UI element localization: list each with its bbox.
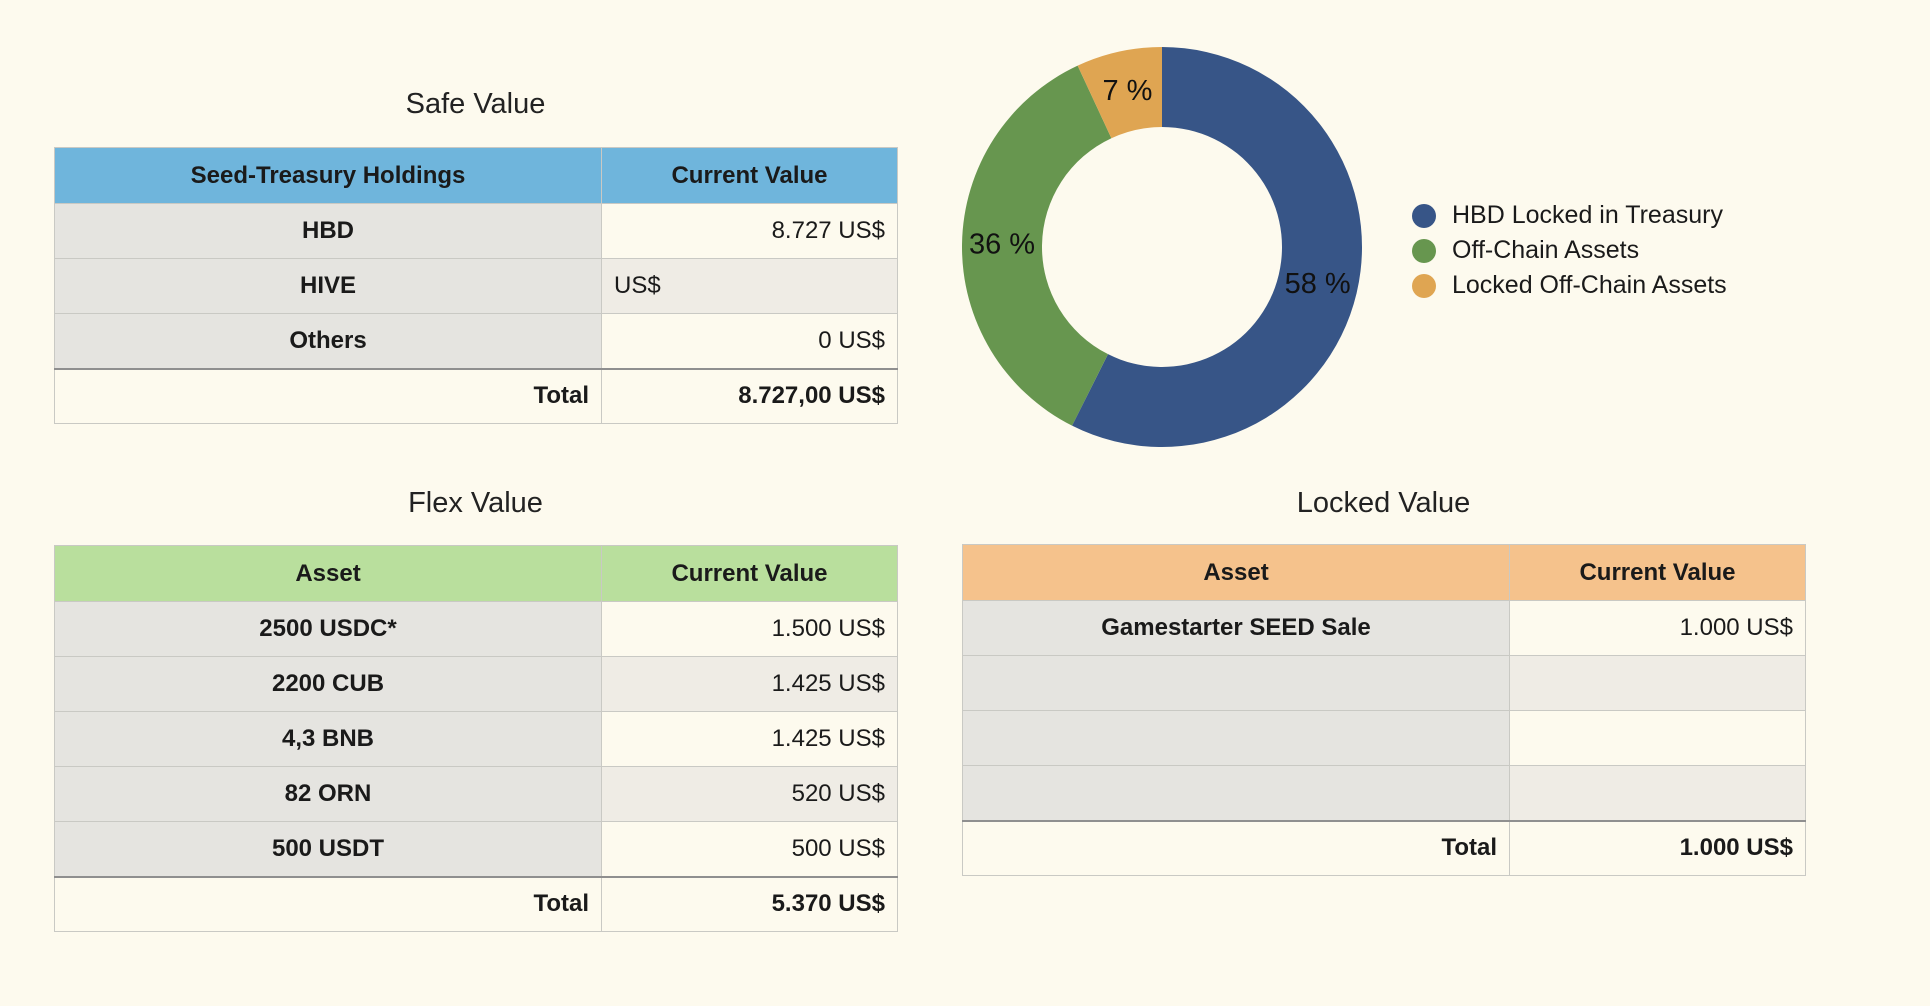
column-header[interactable]: Asset bbox=[54, 545, 602, 602]
table-row: 2500 USDC* 1.500 US$ bbox=[54, 601, 898, 657]
safe-value-table: Seed-Treasury Holdings Current Value HBD… bbox=[54, 147, 898, 424]
legend-swatch-icon bbox=[1412, 203, 1436, 228]
value-cell[interactable] bbox=[1509, 710, 1806, 766]
total-label[interactable]: Total bbox=[54, 367, 602, 424]
slice-off-chain[interactable] bbox=[961, 65, 1112, 426]
total-label[interactable]: Total bbox=[54, 875, 602, 932]
table-row: 500 USDT 500 US$ bbox=[54, 821, 898, 877]
total-label[interactable]: Total bbox=[962, 819, 1510, 876]
locked-value-table-wrap: Asset Current Value Gamestarter SEED Sal… bbox=[962, 544, 1806, 876]
flex-value-title: Flex Value bbox=[408, 487, 543, 519]
asset-cell[interactable] bbox=[962, 655, 1510, 711]
asset-cell[interactable] bbox=[962, 765, 1510, 821]
value-cell[interactable]: US$ bbox=[601, 258, 898, 314]
legend-label: Off-Chain Assets bbox=[1452, 236, 1640, 264]
value-cell[interactable]: 1.425 US$ bbox=[601, 656, 898, 712]
table-header-row: Seed-Treasury Holdings Current Value bbox=[54, 147, 898, 204]
legend-swatch-icon bbox=[1412, 273, 1436, 298]
table-row: 4,3 BNB 1.425 US$ bbox=[54, 711, 898, 767]
value-cell[interactable] bbox=[1509, 765, 1806, 821]
value-cell[interactable]: 520 US$ bbox=[601, 766, 898, 822]
total-value[interactable]: 8.727,00 US$ bbox=[601, 367, 898, 424]
safe-value-table-wrap: Seed-Treasury Holdings Current Value HBD… bbox=[54, 147, 898, 424]
asset-cell[interactable]: 4,3 BNB bbox=[54, 711, 602, 767]
table-row: Gamestarter SEED Sale 1.000 US$ bbox=[962, 600, 1806, 656]
total-row: Total 1.000 US$ bbox=[962, 819, 1806, 876]
total-value[interactable]: 1.000 US$ bbox=[1509, 819, 1806, 876]
asset-cell[interactable]: Gamestarter SEED Sale bbox=[962, 600, 1510, 656]
value-cell[interactable]: 1.500 US$ bbox=[601, 601, 898, 657]
value-cell[interactable]: 0 US$ bbox=[601, 313, 898, 369]
total-row: Total 8.727,00 US$ bbox=[54, 367, 898, 424]
total-row: Total 5.370 US$ bbox=[54, 875, 898, 932]
column-header[interactable]: Current Value bbox=[601, 545, 898, 602]
value-cell[interactable]: 1.425 US$ bbox=[601, 711, 898, 767]
donut-chart: 58 % 36 % 7 % bbox=[961, 47, 1362, 447]
asset-cell[interactable]: 2200 CUB bbox=[54, 656, 602, 712]
table-row bbox=[962, 710, 1806, 766]
asset-cell[interactable]: 82 ORN bbox=[54, 766, 602, 822]
asset-cell[interactable]: 2500 USDC* bbox=[54, 601, 602, 657]
legend-label: Locked Off-Chain Assets bbox=[1452, 271, 1727, 299]
table-header-row: Asset Current Value bbox=[962, 544, 1806, 601]
table-row: HBD 8.727 US$ bbox=[54, 203, 898, 259]
flex-value-table: Asset Current Value 2500 USDC* 1.500 US$… bbox=[54, 545, 898, 932]
table-row: HIVE US$ bbox=[54, 258, 898, 314]
slice-locked-off-chain[interactable] bbox=[1077, 47, 1162, 139]
flex-value-table-wrap: Asset Current Value 2500 USDC* 1.500 US$… bbox=[54, 545, 898, 932]
value-cell[interactable]: 1.000 US$ bbox=[1509, 600, 1806, 656]
legend-label: HBD Locked in Treasury bbox=[1452, 201, 1723, 229]
legend-item[interactable]: Locked Off-Chain Assets bbox=[1412, 268, 1727, 303]
table-row bbox=[962, 655, 1806, 711]
asset-cell[interactable]: HBD bbox=[54, 203, 602, 259]
asset-cell[interactable]: 500 USDT bbox=[54, 821, 602, 877]
table-row bbox=[962, 765, 1806, 821]
asset-cell[interactable]: HIVE bbox=[54, 258, 602, 314]
label-off-chain: 36 % bbox=[969, 229, 1035, 261]
table-row: 2200 CUB 1.425 US$ bbox=[54, 656, 898, 712]
table-header-row: Asset Current Value bbox=[54, 545, 898, 602]
column-header[interactable]: Seed-Treasury Holdings bbox=[54, 147, 602, 204]
asset-cell[interactable]: Others bbox=[54, 313, 602, 369]
locked-value-table: Asset Current Value Gamestarter SEED Sal… bbox=[962, 544, 1806, 876]
label-hbd-locked: 58 % bbox=[1285, 268, 1351, 300]
locked-value-title: Locked Value bbox=[1296, 487, 1471, 519]
chart-legend: HBD Locked in Treasury Off-Chain Assets … bbox=[1412, 198, 1727, 303]
column-header[interactable]: Asset bbox=[962, 544, 1510, 601]
column-header[interactable]: Current Value bbox=[601, 147, 898, 204]
value-cell[interactable] bbox=[1509, 655, 1806, 711]
legend-item[interactable]: Off-Chain Assets bbox=[1412, 233, 1727, 268]
label-locked-off-chain: 7 % bbox=[1102, 75, 1152, 107]
value-cell[interactable]: 500 US$ bbox=[601, 821, 898, 877]
legend-swatch-icon bbox=[1412, 238, 1436, 263]
legend-item[interactable]: HBD Locked in Treasury bbox=[1412, 198, 1727, 233]
slice-hbd-locked[interactable] bbox=[1072, 47, 1362, 447]
value-cell[interactable]: 8.727 US$ bbox=[601, 203, 898, 259]
asset-cell[interactable] bbox=[962, 710, 1510, 766]
total-value[interactable]: 5.370 US$ bbox=[601, 875, 898, 932]
column-header[interactable]: Current Value bbox=[1509, 544, 1806, 601]
table-row: Others 0 US$ bbox=[54, 313, 898, 369]
safe-value-title: Safe Value bbox=[405, 88, 546, 120]
table-row: 82 ORN 520 US$ bbox=[54, 766, 898, 822]
